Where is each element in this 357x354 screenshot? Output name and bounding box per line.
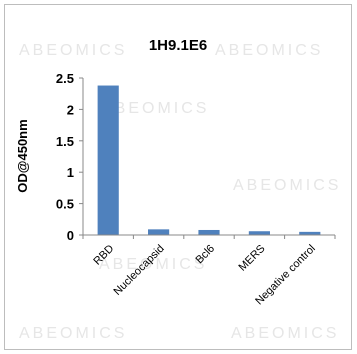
y-axis-label: OD@450nm [15, 119, 30, 192]
chart-title: 1H9.1E6 [149, 37, 207, 54]
bar [97, 85, 119, 235]
x-tick-label: MERS [237, 243, 268, 274]
y-tick-label: 0.5 [56, 197, 74, 212]
watermark-layer: ABEOMICS ABEOMICS ABEOMICS ABEOMICS ABEOMICS… [19, 42, 341, 342]
bar [248, 231, 270, 235]
y-tick-label: 1 [67, 165, 74, 180]
bar-chart: ABEOMICS ABEOMICS ABEOMICS ABEOMICS ABEOMICS… [15, 37, 341, 342]
watermark-text: ABEOMICS [19, 325, 127, 342]
watermark-text: ABEOMICS [101, 100, 209, 117]
bar [299, 231, 321, 235]
y-axis-ticks: 0 0.5 1 1.5 2 2.5 [56, 71, 74, 243]
axes [79, 77, 336, 239]
bars [97, 85, 321, 235]
y-tick-label: 2.5 [56, 71, 74, 86]
watermark-text: ABEOMICS [233, 177, 341, 194]
watermark-text: ABEOMICS [231, 325, 339, 342]
y-tick-label: 0 [67, 228, 74, 243]
watermark-text: ABEOMICS [215, 42, 323, 59]
y-tick-label: 2 [67, 102, 74, 117]
bar [198, 229, 220, 235]
y-tick-label: 1.5 [56, 134, 74, 149]
watermark-text: ABEOMICS [19, 42, 127, 59]
bar [148, 229, 170, 235]
watermark-text: ABEOMICS [99, 256, 207, 273]
chart-frame: ABEOMICS ABEOMICS ABEOMICS ABEOMICS ABEOMICS… [4, 4, 352, 350]
